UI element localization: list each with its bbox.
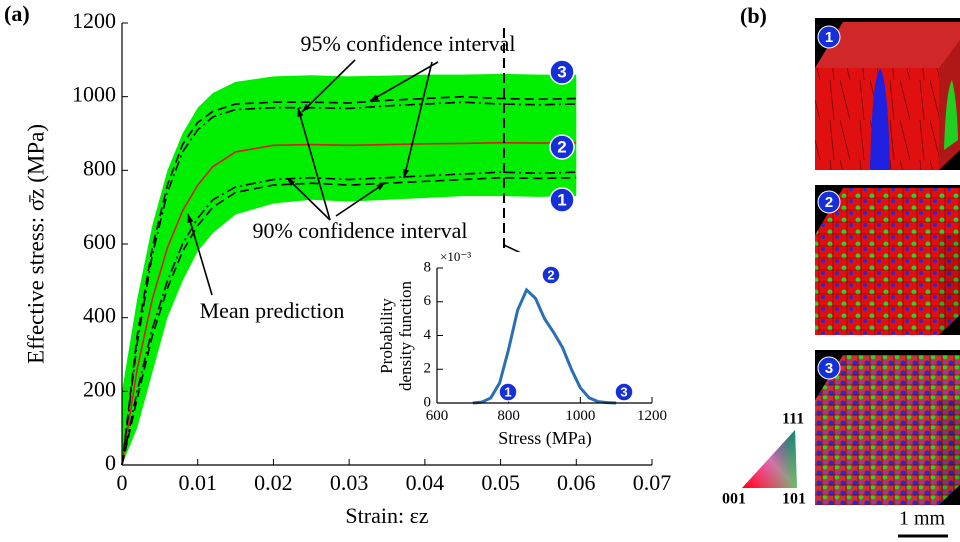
annotation: Mean prediction (200, 298, 345, 323)
x-tick-label: 800 (497, 408, 520, 424)
y-multiplier: ×10⁻³ (440, 249, 471, 264)
x-axis-label: Strain: εz (345, 503, 428, 528)
plots: 0 0.01 0.02 0.03 0.04 0.05 0.06 0.07 0 200 400 600 8… (23, 8, 671, 528)
marker: 1 (557, 190, 566, 209)
x-tick-label: 0.04 (406, 470, 445, 495)
marker: 2 (547, 267, 554, 282)
x-tick-label: 0 (117, 470, 128, 495)
annotation: 95% confidence interval (300, 31, 515, 56)
marker-badge (549, 59, 575, 85)
y-axis-label: density function (396, 280, 415, 391)
x-tick-label: 1200 (637, 408, 667, 424)
panel-label: (b) (740, 3, 767, 28)
y-tick-label: 800 (83, 155, 116, 180)
marker: 1 (825, 29, 833, 46)
arrow (369, 61, 439, 102)
marker-badge (549, 187, 575, 213)
y-tick-label: 200 (83, 376, 116, 401)
x-tick-label: 1000 (565, 408, 595, 424)
y-tick-label: 6 (424, 293, 432, 309)
ipf-label: 001 (722, 491, 746, 508)
marker: 3 (620, 384, 627, 399)
x-tick-label: 0.06 (557, 470, 596, 495)
marker: 2 (557, 137, 566, 156)
arrow (301, 59, 356, 113)
arrow-head (302, 103, 311, 112)
marker-badge (549, 134, 575, 160)
series-line (121, 176, 577, 466)
y-tick-label: 1200 (72, 8, 116, 33)
series-line (472, 287, 617, 405)
x-tick-label: 0.03 (330, 470, 369, 495)
series-line (121, 141, 577, 466)
arrow (286, 177, 331, 221)
marker-badges: 1 2 3 (817, 25, 841, 380)
arrow (187, 213, 213, 296)
x-tick-label: 0.07 (633, 470, 672, 495)
marker: 3 (825, 360, 833, 377)
arrow-head (370, 94, 379, 101)
marker: 1 (504, 384, 511, 399)
annotation: 90% confidence interval (252, 218, 467, 243)
marker-badge (614, 382, 634, 402)
arrow (403, 61, 433, 179)
y-tick-label: 600 (83, 229, 116, 254)
y-axis-label: Effective stress: σ̄z (MPa) (23, 124, 48, 364)
marker: 3 (557, 62, 566, 81)
y-tick-label: 400 (83, 303, 116, 328)
y-tick-label: 2 (424, 361, 432, 377)
arrow-head (402, 169, 409, 178)
microstructure-2 (815, 185, 960, 335)
arrow-head (187, 214, 194, 223)
confidence-band (122, 73, 577, 465)
microstructure-1 (815, 18, 960, 170)
y-tick-label: 0 (424, 394, 432, 410)
x-axis-label: Stress (MPa) (498, 428, 592, 449)
arrow-head (297, 108, 304, 117)
series-line (121, 171, 577, 466)
y-axis-label: Probability (377, 298, 396, 374)
x-tick-label: 0.05 (481, 470, 520, 495)
x-tick-label: 0.01 (178, 470, 217, 495)
marker-badge (541, 265, 561, 285)
y-tick-label: 1000 (72, 82, 116, 107)
x-tick-label: 0.02 (254, 470, 293, 495)
arrow (297, 107, 331, 221)
ipf-label: 111 (782, 411, 804, 428)
ipf-key: 111 001 101 (722, 411, 806, 508)
scale-bar-label: 1 mm (899, 508, 946, 530)
marker-badge (498, 382, 518, 402)
arrow-head (376, 183, 385, 191)
arrow-head (287, 178, 296, 187)
y-tick-label: 4 (424, 327, 432, 343)
marker: 2 (825, 194, 833, 211)
y-tick-label: 8 (424, 259, 432, 275)
series-line (121, 101, 577, 466)
x-tick-label: 600 (426, 408, 449, 424)
ipf-label: 101 (782, 491, 806, 508)
panel-label: (a) (4, 1, 30, 26)
arrow (335, 182, 386, 217)
inset-background (372, 252, 668, 452)
series-line (121, 95, 577, 466)
microstructure-3 (815, 350, 960, 505)
y-tick-label: 0 (105, 450, 116, 475)
